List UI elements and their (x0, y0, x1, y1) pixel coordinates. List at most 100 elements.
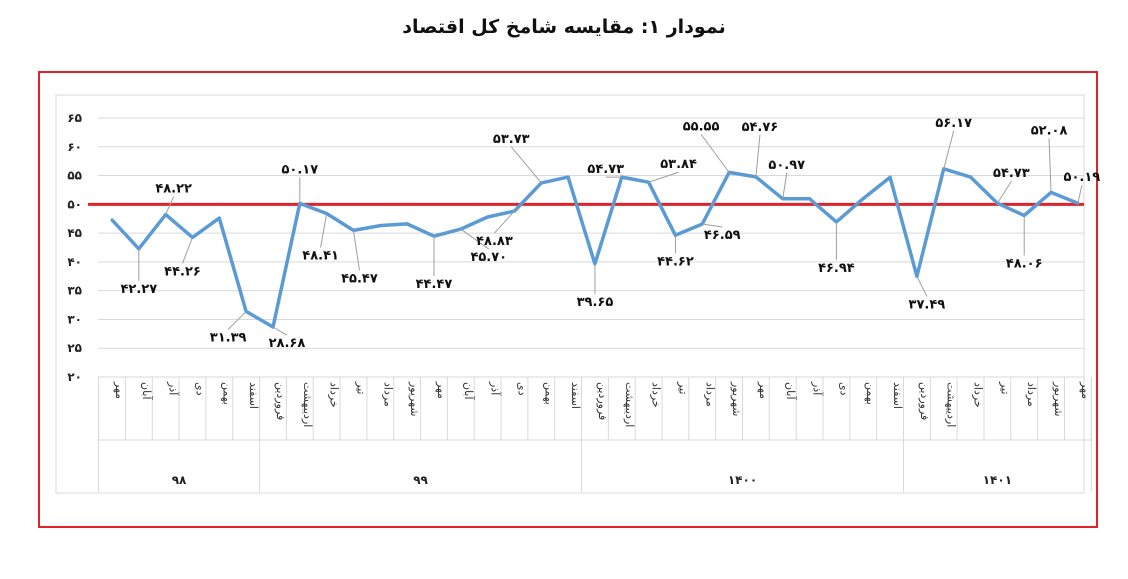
x-tick-label: خرداد (650, 382, 663, 408)
data-label: ۴۴.۶۲ (657, 254, 694, 269)
x-tick-label: آذر (811, 381, 825, 396)
data-label: ۴۵.۷۰ (470, 250, 507, 265)
data-label: ۴۶.۹۴ (818, 261, 855, 276)
leader-line (1048, 138, 1052, 193)
x-tick-label: بهمن (864, 382, 877, 405)
leader-line (702, 223, 723, 228)
x-tick-label: خرداد (972, 382, 985, 408)
data-label: ۳۷.۴۹ (909, 297, 946, 312)
x-tick-label: مهر (757, 381, 770, 399)
leader-line (782, 172, 788, 199)
data-label: ۳۱.۳۹ (210, 330, 247, 345)
x-tick-label: شهریور (1052, 381, 1065, 416)
x-tick-label: دی (837, 382, 850, 396)
leader-line (510, 146, 542, 184)
x-tick-label: اردیبهشت (623, 382, 636, 427)
x-tick-label: آبان (462, 382, 476, 400)
data-label: ۵۴.۷۳ (993, 166, 1030, 181)
y-tick-label: ۴۵ (67, 226, 82, 240)
x-tick-label: مرداد (703, 382, 716, 407)
x-tick-label: اسفند (891, 382, 904, 409)
x-tick-label: مهر (435, 381, 448, 399)
plot-area (55, 94, 1085, 494)
data-label: ۴۴.۴۷ (416, 277, 453, 292)
x-tick-label: تیر (998, 381, 1011, 394)
data-label: ۵۰.۱۹ (1064, 170, 1101, 185)
data-label: ۲۸.۶۸ (269, 336, 306, 351)
y-tick-label: ۵۰ (67, 197, 82, 211)
leader-line (755, 134, 761, 177)
data-label: ۴۸.۲۲ (155, 182, 192, 197)
data-label: ۵۶.۱۷ (935, 116, 972, 131)
x-tick-label: دی (515, 382, 528, 396)
data-label: ۵۲.۰۸ (1031, 123, 1068, 138)
y-tick-label: ۳۰ (67, 312, 82, 326)
x-tick-label: اردیبهشت (301, 382, 314, 427)
data-label: ۴۶.۵۹ (704, 228, 741, 243)
leader-line (916, 276, 928, 297)
x-tick-label: مرداد (1025, 382, 1038, 407)
x-tick-label: تیر (354, 381, 367, 394)
x-tick-label: بهمن (542, 382, 555, 405)
data-label: ۴۸.۸۳ (476, 234, 513, 249)
data-point (808, 197, 812, 201)
data-label: ۴۴.۲۶ (164, 264, 201, 279)
x-tick-label: اسفند (247, 382, 260, 409)
data-label: ۴۵.۴۷ (341, 271, 378, 286)
leader-line (165, 196, 175, 215)
x-tick-label: بهمن (220, 382, 233, 405)
y-tick-label: ۶۰ (67, 140, 82, 154)
x-tick-label: خرداد (328, 382, 341, 408)
x-tick-label: تیر (676, 381, 689, 394)
x-tick-label: مهر (113, 381, 126, 399)
x-tick-label: فروردین (596, 382, 609, 420)
y-tick-label: ۶۵ (67, 111, 82, 125)
data-label: ۵۰.۱۷ (281, 162, 318, 177)
data-label: ۵۰.۹۷ (768, 158, 805, 173)
leader-line (996, 180, 1012, 204)
leader-line (352, 230, 360, 271)
x-tick-label: اردیبهشت (945, 382, 958, 427)
data-label: ۴۲.۲۷ (120, 282, 157, 297)
x-tick-label: آذر (167, 381, 181, 396)
data-point (405, 222, 409, 226)
leader-line (700, 134, 730, 173)
data-point (888, 175, 892, 179)
data-point (110, 218, 114, 222)
data-point (217, 216, 221, 220)
data-point (486, 215, 490, 219)
y-tick-label: ۲۵ (67, 341, 82, 355)
y-tick-label: ۴۰ (67, 255, 82, 269)
year-label: ۱۴۰۱ (983, 473, 1012, 487)
x-tick-label: شهریور (408, 381, 421, 416)
data-label: ۴۸.۰۶ (1006, 256, 1043, 271)
data-label: ۳۹.۶۵ (577, 295, 614, 310)
x-tick-label: مرداد (381, 382, 394, 407)
x-tick-label: شهریور (730, 381, 743, 416)
year-label: ۱۴۰۰ (728, 473, 757, 487)
x-tick-label: آبان (784, 382, 798, 400)
data-point (566, 175, 570, 179)
year-label: ۹۹ (413, 473, 428, 487)
chart-title: نمودار ۱: مقایسه شامخ کل اقتصاد (402, 16, 726, 38)
leader-line (227, 311, 247, 330)
y-tick-label: ۳۵ (67, 284, 82, 298)
x-tick-label: مهر (1079, 381, 1092, 399)
x-tick-label: آذر (489, 381, 503, 396)
year-label: ۹۸ (172, 473, 187, 487)
data-point (378, 224, 382, 228)
y-tick-label: ۲۰ (67, 370, 82, 384)
leader-line (648, 171, 679, 183)
leader-line (1077, 185, 1083, 204)
leader-line (494, 210, 515, 234)
leader-line (460, 228, 490, 250)
data-point (969, 175, 973, 179)
data-label: ۵۳.۸۴ (660, 157, 697, 172)
x-tick-label: فروردین (918, 382, 931, 420)
data-label: ۵۳.۷۳ (493, 132, 530, 147)
data-point (861, 197, 865, 201)
y-tick-label: ۵۵ (67, 169, 82, 183)
leader-line (272, 326, 288, 336)
data-label: ۵۵.۵۵ (683, 119, 720, 134)
